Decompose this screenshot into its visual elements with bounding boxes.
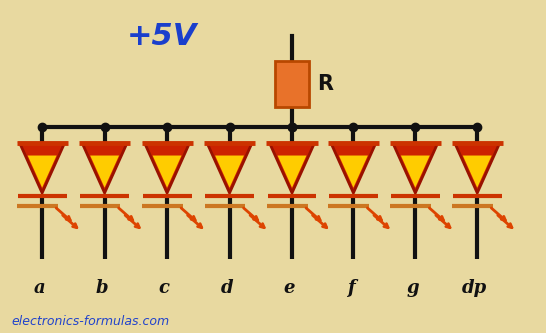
Polygon shape: [20, 144, 64, 193]
Polygon shape: [270, 144, 314, 193]
Polygon shape: [339, 156, 368, 188]
Text: a: a: [34, 279, 45, 297]
Text: +5V: +5V: [127, 22, 197, 51]
Polygon shape: [207, 144, 252, 193]
Polygon shape: [463, 156, 492, 188]
Text: dp: dp: [462, 279, 487, 297]
Polygon shape: [215, 156, 244, 188]
Text: R: R: [317, 74, 333, 94]
Text: c: c: [159, 279, 170, 297]
Polygon shape: [401, 156, 430, 188]
Polygon shape: [28, 156, 57, 188]
Text: d: d: [221, 279, 233, 297]
Text: electronics-formulas.com: electronics-formulas.com: [11, 315, 169, 328]
Polygon shape: [455, 144, 500, 193]
Polygon shape: [331, 144, 376, 193]
Polygon shape: [145, 144, 189, 193]
Polygon shape: [152, 156, 182, 188]
Text: f: f: [347, 279, 354, 297]
Polygon shape: [82, 144, 127, 193]
Polygon shape: [393, 144, 437, 193]
Bar: [275, 61, 309, 107]
Text: g: g: [406, 279, 419, 297]
Text: b: b: [96, 279, 108, 297]
Text: e: e: [283, 279, 295, 297]
Polygon shape: [90, 156, 119, 188]
Polygon shape: [277, 156, 306, 188]
